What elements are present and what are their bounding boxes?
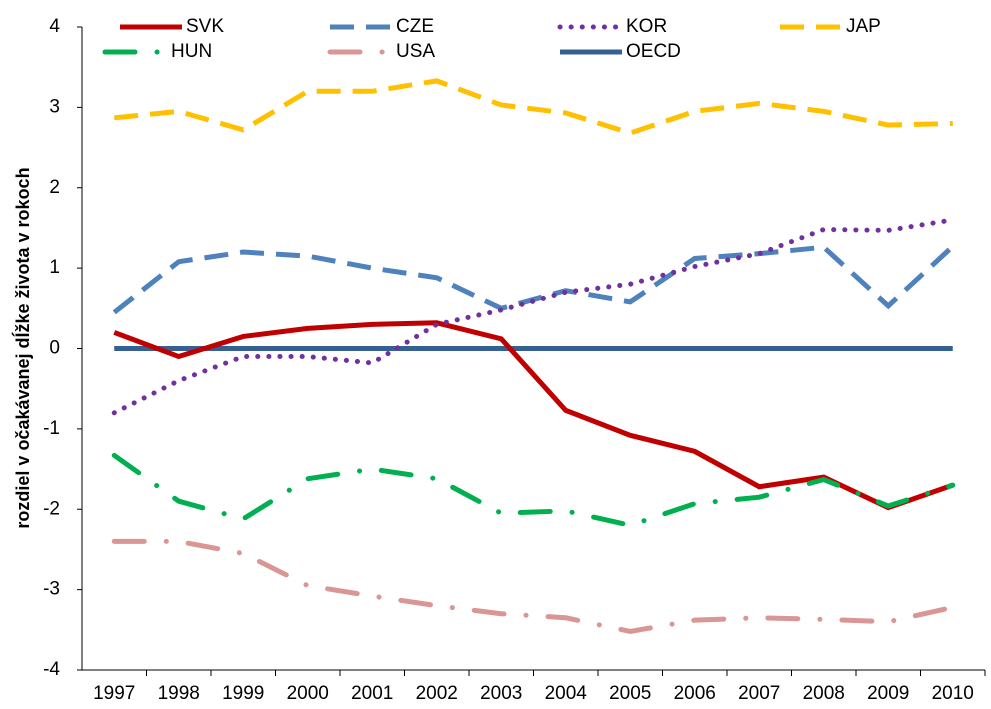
series-line xyxy=(111,452,956,528)
y-tick-label: -4 xyxy=(43,659,60,680)
x-tick-label: 2003 xyxy=(480,683,522,704)
y-tick-label: 0 xyxy=(49,338,60,359)
x-tick-label: 2001 xyxy=(351,683,393,704)
legend-label: CZE xyxy=(396,16,434,37)
x-tick-label: 1999 xyxy=(222,683,264,704)
series-line xyxy=(111,217,956,416)
legend-label: HUN xyxy=(171,41,212,62)
series-line xyxy=(113,320,954,511)
y-axis-label: rozdiel v očakávanej dĺžke života v roko… xyxy=(12,167,33,528)
legend-label: KOR xyxy=(626,16,667,37)
x-tick-label: 2006 xyxy=(674,683,716,704)
legend-label: OECD xyxy=(626,41,681,62)
series-line xyxy=(114,78,953,136)
legend-label: JAP xyxy=(846,16,881,37)
x-tick-label: 2005 xyxy=(609,683,651,704)
x-tick-label: 2009 xyxy=(867,683,909,704)
y-tick-label: 3 xyxy=(49,96,60,117)
y-tick-label: 4 xyxy=(49,16,60,37)
y-tick-label: -1 xyxy=(43,418,60,439)
x-tick-label: 1997 xyxy=(93,683,135,704)
x-tick-label: 2002 xyxy=(416,683,458,704)
x-tick-label: 2008 xyxy=(803,683,845,704)
legend-label: USA xyxy=(396,41,435,62)
y-tick-label: -3 xyxy=(43,579,60,600)
series-line xyxy=(111,538,956,634)
y-tick-label: -2 xyxy=(43,498,60,519)
x-tick-label: 2004 xyxy=(545,683,588,704)
x-tick-label: 2010 xyxy=(932,683,974,704)
x-tick-label: 2007 xyxy=(738,683,780,704)
y-tick-label: 2 xyxy=(49,177,60,198)
x-tick-label: 2000 xyxy=(287,683,329,704)
legend-label: SVK xyxy=(186,16,224,37)
x-tick-label: 1998 xyxy=(158,683,200,704)
y-tick-label: 1 xyxy=(49,257,60,278)
